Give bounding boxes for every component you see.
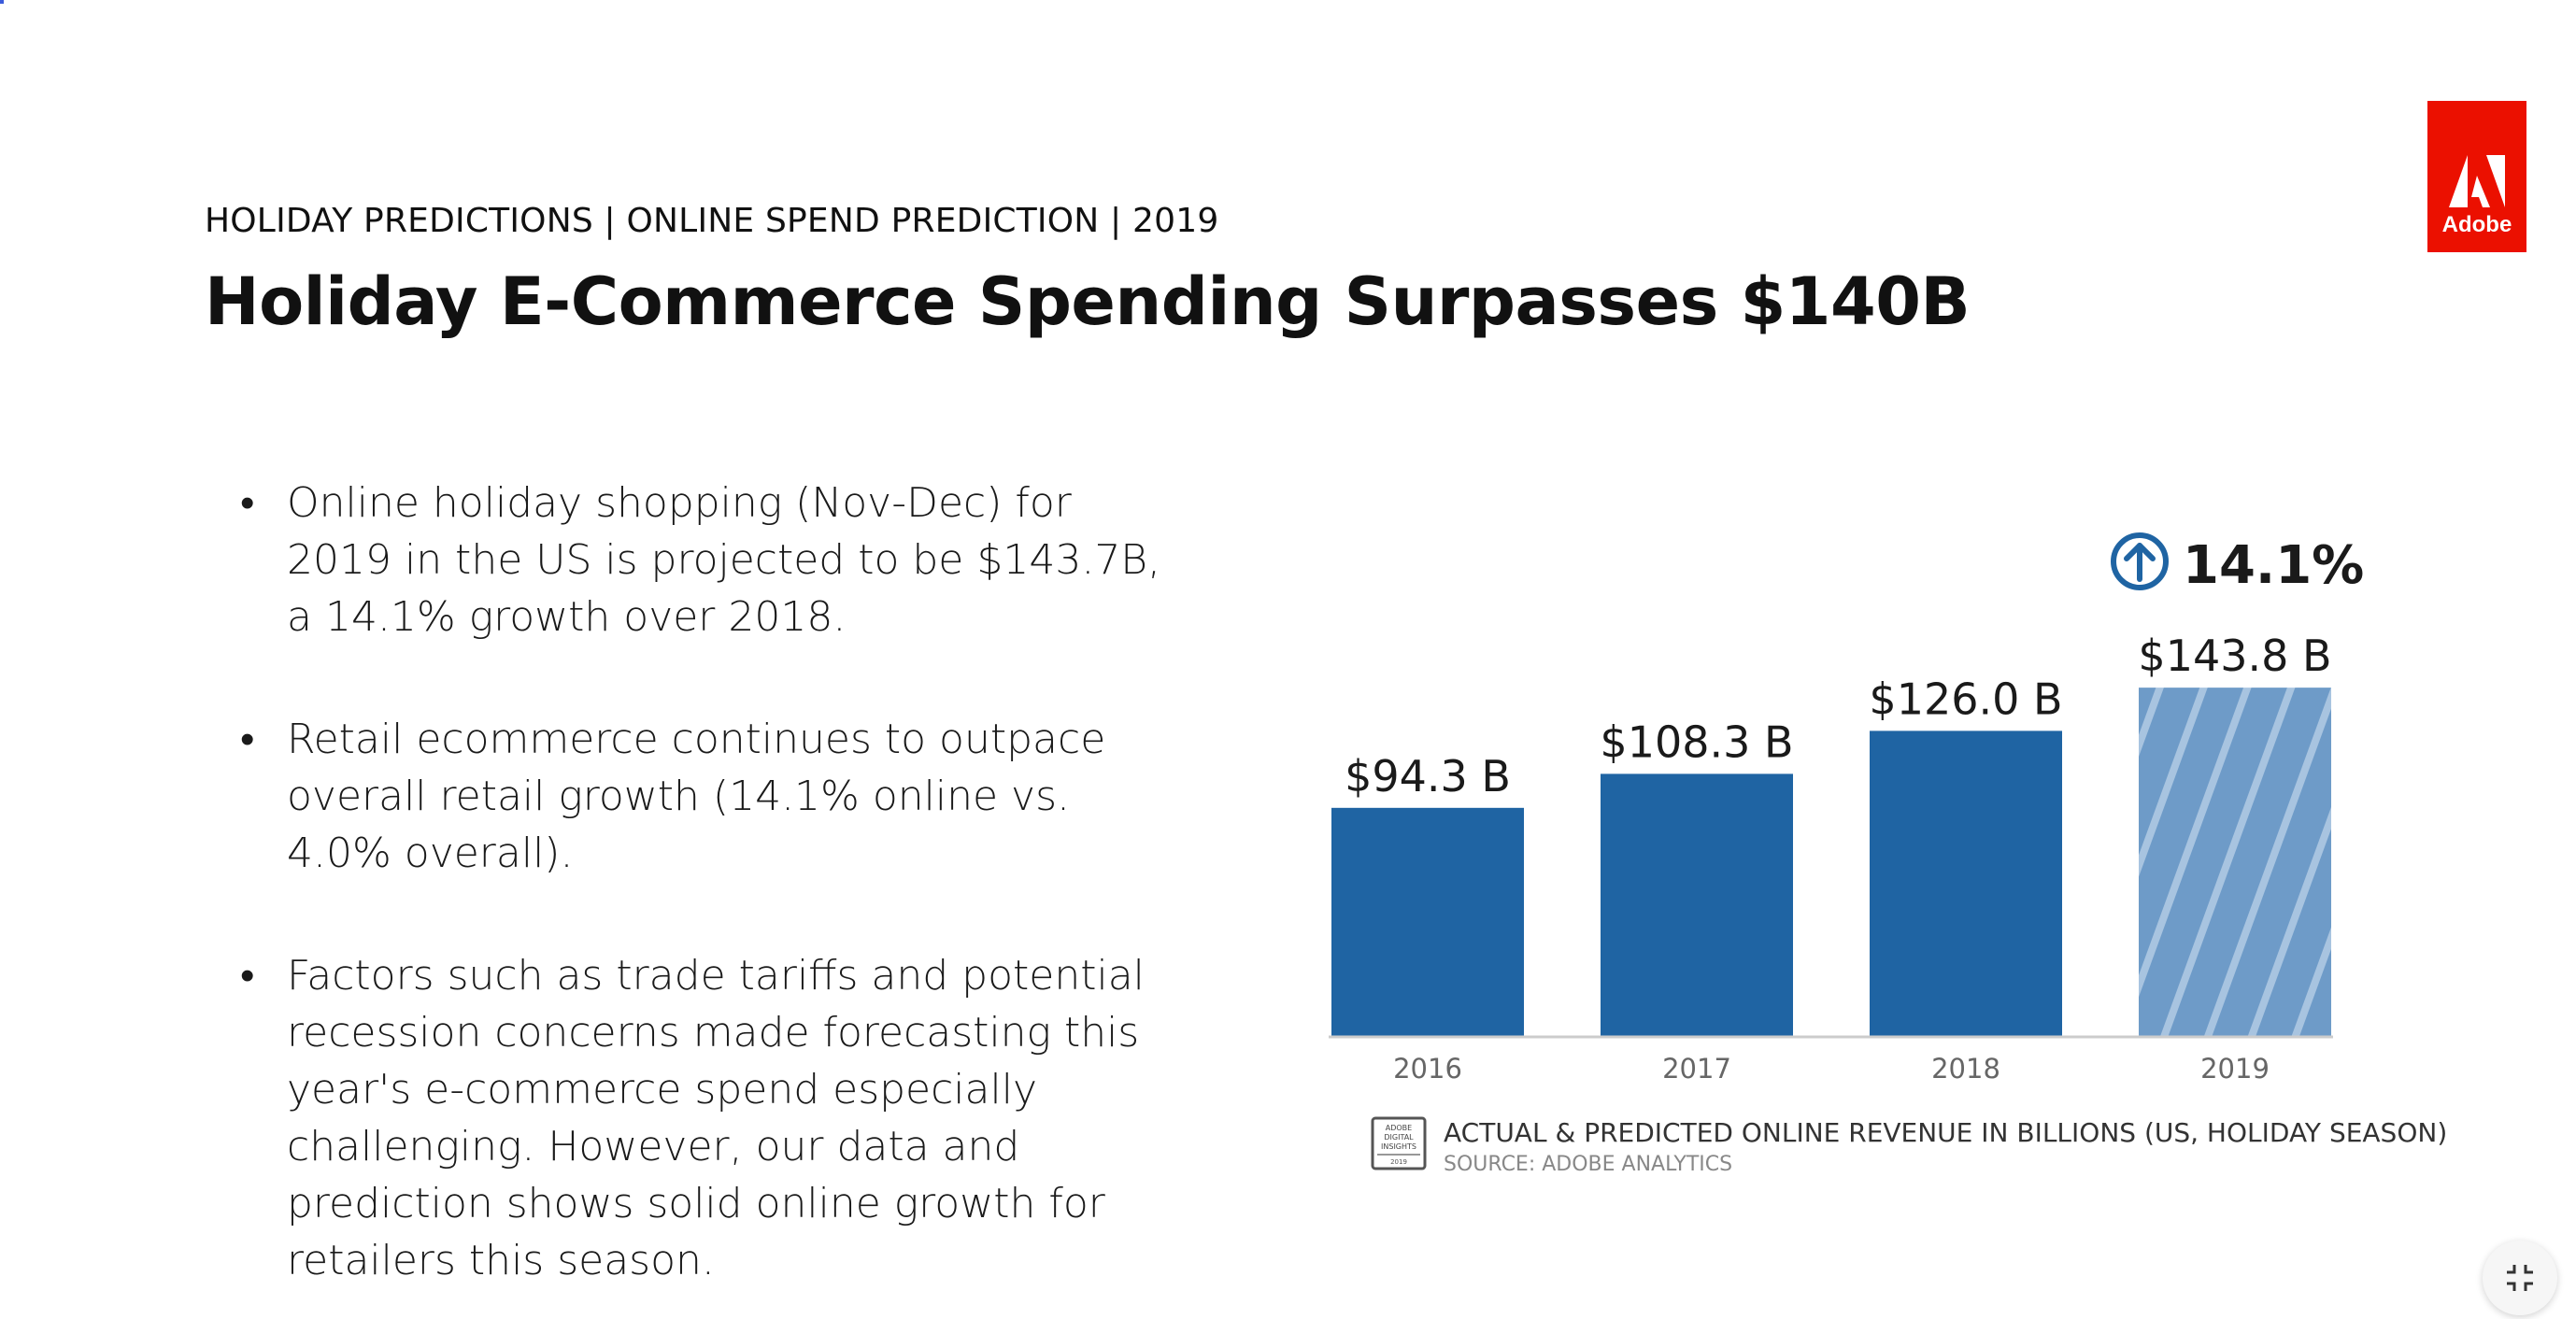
- insights-badge-icon: ADOBE DIGITAL INSIGHTS 2019: [1371, 1116, 1427, 1170]
- bars-group: $94.3 B 2016 $108.3 B 2017 $126.0 B 2018 $143.…: [1331, 631, 2332, 1085]
- corner-marker: [0, 0, 4, 4]
- x-tick-label: 2016: [1393, 1053, 1462, 1085]
- adobe-logo-text: Adobe: [2441, 212, 2512, 237]
- bullet-dot: •: [240, 479, 255, 527]
- growth-indicator: 14.1%: [2111, 532, 2364, 596]
- bar: [1870, 730, 2062, 1037]
- badge-line: INSIGHTS: [1381, 1142, 1416, 1151]
- bar-value-label: $108.3 B: [1600, 716, 1793, 767]
- bullet-dot: •: [240, 952, 255, 1000]
- bar-predicted: [2139, 688, 2331, 1037]
- bullet-item: • Factors such as trade tariffs and pote…: [238, 947, 1182, 1289]
- x-tick-label: 2019: [2200, 1053, 2270, 1085]
- eyebrow-text: HOLIDAY PREDICTIONS | ONLINE SPEND PREDI…: [205, 202, 1219, 240]
- chart-source: SOURCE: ADOBE ANALYTICS: [1444, 1153, 1732, 1176]
- adobe-logo-icon: [2449, 155, 2505, 207]
- x-tick-label: 2018: [1931, 1053, 2000, 1085]
- badge-line: DIGITAL: [1384, 1133, 1414, 1142]
- slide-title: Holiday E-Commerce Spending Surpasses $1…: [205, 263, 1971, 340]
- exit-fullscreen-button[interactable]: [2483, 1241, 2557, 1315]
- adobe-logo: Adobe: [2427, 101, 2526, 252]
- bullet-item: • Retail ecommerce continues to outpace …: [238, 711, 1182, 882]
- bar: [1601, 773, 1793, 1037]
- bullet-text: Factors such as trade tariffs and potent…: [287, 952, 1145, 1284]
- bar: [1331, 807, 1524, 1037]
- chart-caption: ACTUAL & PREDICTED ONLINE REVENUE IN BIL…: [1444, 1117, 2447, 1148]
- exit-fullscreen-icon: [2507, 1265, 2533, 1291]
- bullet-list: • Online holiday shopping (Nov-Dec) for …: [238, 475, 1182, 1319]
- growth-label: 14.1%: [2183, 535, 2364, 596]
- bullet-text: Retail ecommerce continues to outpace ov…: [287, 716, 1106, 877]
- x-tick-label: 2017: [1662, 1053, 1731, 1085]
- arrow-up-circle-icon: [2111, 532, 2169, 590]
- bullet-item: • Online holiday shopping (Nov-Dec) for …: [238, 475, 1182, 645]
- bullet-dot: •: [240, 716, 255, 763]
- bar-value-label: $143.8 B: [2138, 631, 2331, 681]
- badge-line: 2019: [1390, 1158, 1407, 1166]
- bar-value-label: $126.0 B: [1869, 674, 2062, 724]
- bar-value-label: $94.3 B: [1345, 751, 1511, 801]
- bullet-text: Online holiday shopping (Nov-Dec) for 20…: [287, 479, 1161, 641]
- badge-line: ADOBE: [1386, 1124, 1412, 1132]
